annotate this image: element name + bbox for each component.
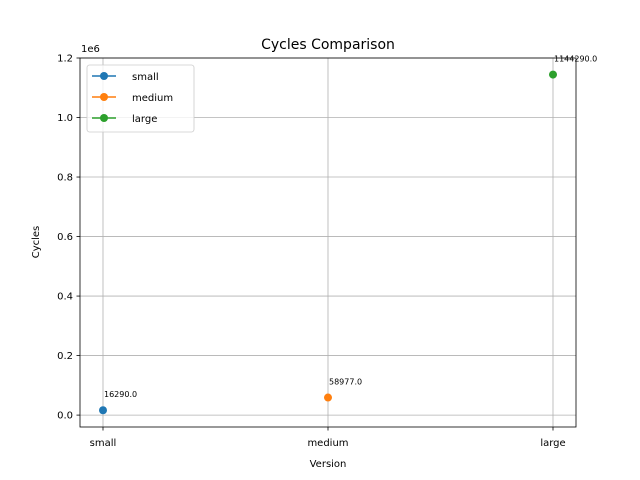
y-tick-label: 0.8 <box>57 173 73 184</box>
legend-marker-large <box>100 114 108 122</box>
x-tick-label: large <box>540 438 565 449</box>
y-tick-label: 1.0 <box>57 113 73 124</box>
chart-title: Cycles Comparison <box>261 37 395 53</box>
axes: 0.0 0.2 0.4 0.6 0.8 1.0 1.2 small medium large <box>57 54 577 449</box>
legend: small medium large <box>86 64 195 133</box>
legend-marker-small <box>100 72 108 80</box>
y-tick-label: 0.0 <box>57 411 73 422</box>
y-axis-label: Cycles <box>31 226 42 259</box>
y-tick-label: 1.2 <box>57 54 73 65</box>
legend-label-medium: medium <box>132 93 173 104</box>
x-axis-label: Version <box>310 459 347 470</box>
legend-label-small: small <box>132 72 159 83</box>
legend-marker-medium <box>100 93 108 101</box>
x-tick-label: small <box>90 438 117 449</box>
plot-frame <box>79 57 577 428</box>
y-offset-label: 1e6 <box>81 44 100 55</box>
data-point-large <box>549 70 557 79</box>
data-point-medium <box>324 393 332 402</box>
data-marks: 16290.0 58977.0 1144290.0 <box>99 55 597 415</box>
legend-label-large: large <box>132 114 157 125</box>
data-label-small: 16290.0 <box>104 390 137 399</box>
y-tick-label: 0.2 <box>57 351 73 362</box>
x-tick-label: medium <box>307 438 348 449</box>
y-tick-label: 0.6 <box>57 232 73 243</box>
y-tick-label: 0.4 <box>57 292 73 303</box>
data-label-large: 1144290.0 <box>554 55 597 64</box>
data-point-small <box>99 406 107 415</box>
data-label-medium: 58977.0 <box>329 378 362 387</box>
legend-box <box>86 64 195 133</box>
